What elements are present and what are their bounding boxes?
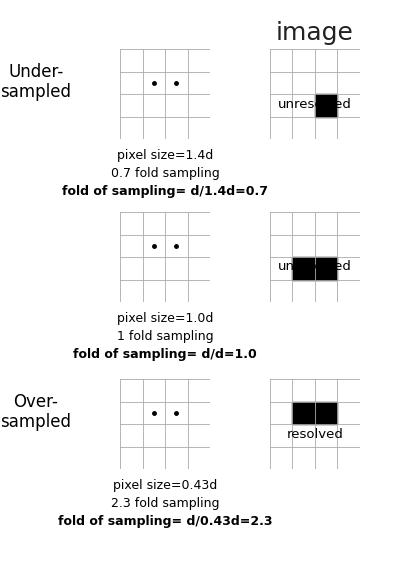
Text: unresolved: unresolved — [278, 97, 352, 111]
Text: Under-
sampled: Under- sampled — [0, 63, 71, 101]
Bar — [293, 401, 315, 424]
Text: pixel size=0.43d: pixel size=0.43d — [113, 479, 217, 492]
Text: fold of sampling= d/0.43d=2.3: fold of sampling= d/0.43d=2.3 — [58, 515, 272, 528]
Bar — [315, 401, 337, 424]
Text: 1 fold sampling: 1 fold sampling — [117, 330, 213, 343]
Text: pixel size=1.4d: pixel size=1.4d — [117, 149, 213, 162]
Text: fold of sampling= d/1.4d=0.7: fold of sampling= d/1.4d=0.7 — [62, 185, 268, 198]
Bar — [315, 94, 337, 116]
Text: pixel size=1.0d: pixel size=1.0d — [117, 312, 213, 325]
Bar — [293, 257, 337, 280]
Text: Over-
sampled: Over- sampled — [0, 393, 71, 431]
Text: 0.7 fold sampling: 0.7 fold sampling — [111, 167, 219, 180]
Text: resolved: resolved — [287, 427, 343, 441]
Text: 2.3 fold sampling: 2.3 fold sampling — [111, 497, 219, 510]
Text: fold of sampling= d/d=1.0: fold of sampling= d/d=1.0 — [73, 348, 257, 361]
Text: image: image — [276, 21, 354, 45]
Text: unresolved: unresolved — [278, 261, 352, 273]
